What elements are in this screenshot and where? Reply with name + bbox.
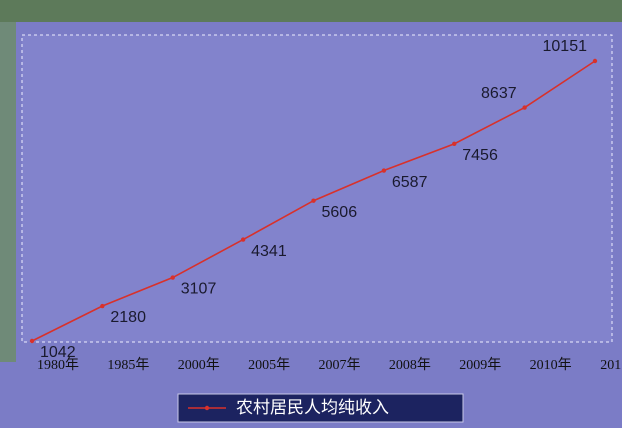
data-label: 10151 — [543, 38, 588, 55]
data-point — [592, 58, 598, 64]
data-label: 3107 — [181, 281, 217, 298]
data-point — [311, 198, 316, 203]
data-label: 7456 — [462, 147, 498, 164]
data-label: 4341 — [251, 243, 287, 260]
x-tick-label: 2000年 — [178, 357, 220, 373]
x-tick-label: 1985年 — [107, 357, 149, 373]
data-point — [381, 168, 387, 173]
x-tick-label: 2011年 — [600, 357, 622, 373]
data-label: 1042 — [40, 344, 76, 361]
photo-background — [0, 22, 16, 362]
data-label: 2180 — [110, 309, 146, 326]
x-tick-label: 2010年 — [530, 357, 572, 373]
data-point — [240, 237, 246, 242]
data-label: 6587 — [392, 174, 428, 191]
data-point — [100, 303, 105, 309]
x-tick-label: 2009年 — [459, 357, 501, 373]
data-label: 5606 — [322, 204, 358, 221]
x-tick-label: 1980年 — [37, 357, 79, 373]
data-point — [452, 141, 457, 147]
x-tick-label: 2008年 — [389, 357, 431, 373]
plot-area — [21, 34, 613, 343]
data-label: 8637 — [481, 85, 517, 102]
data-point — [170, 275, 175, 280]
x-tick-label: 2005年 — [248, 357, 290, 373]
data-point — [29, 338, 35, 344]
photo-background — [0, 0, 622, 22]
x-tick-label: 2007年 — [319, 357, 361, 373]
legend-label: 农村居民人均纯收入 — [236, 398, 389, 418]
data-point — [522, 105, 527, 110]
legend-marker — [204, 405, 210, 411]
